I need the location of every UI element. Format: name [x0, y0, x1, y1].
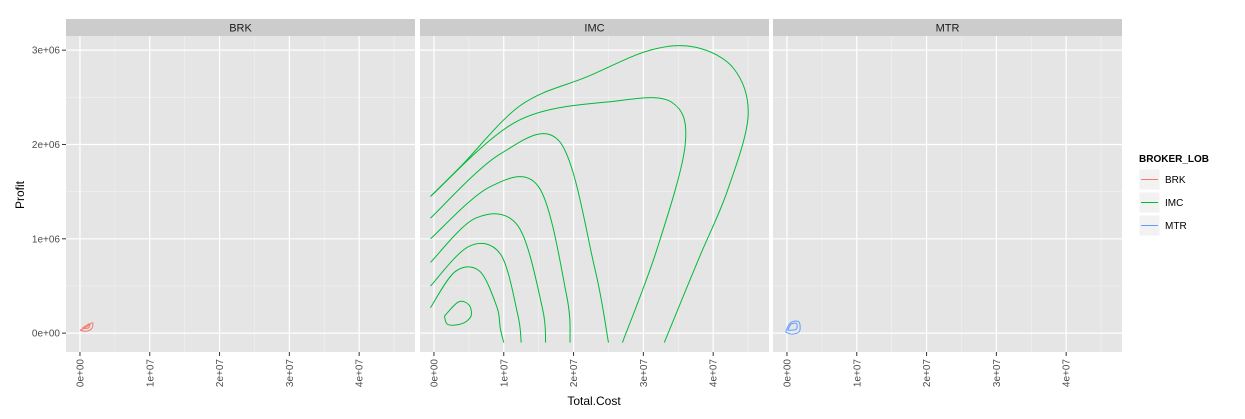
facet-panels: BRK 0e+00 1e+07 2e+07 3e+07 4e+07 IMC 0e+00 1e+0…	[32, 19, 1122, 387]
x-tick-label: 3e+07	[285, 359, 296, 388]
x-tick-label: 2e+07	[215, 359, 226, 388]
contour-group	[79, 322, 94, 332]
facet-panel-imc: IMC 0e+00 1e+07 2e+07 3e+07 4e+07	[420, 19, 769, 387]
x-tick-label: 1e+07	[852, 359, 863, 388]
contour-line-imc-7	[430, 97, 687, 343]
legend-entry-brk: BRK	[1138, 168, 1186, 191]
y-axis-title: Profit	[13, 180, 27, 209]
legend-entry-mtr: MTR	[1138, 214, 1187, 237]
facet-strip-label: IMC	[584, 23, 604, 35]
x-tick-label: 0e+00	[75, 359, 86, 388]
contour-line-imc-4	[430, 213, 547, 343]
panel-background	[773, 36, 1122, 352]
legend: BROKER_LOB BRK IMC MTR	[1138, 154, 1209, 237]
facet-panel-mtr: MTR 0e+00 1e+07 2e+07 3e+07 4e+07	[773, 19, 1122, 387]
contour-group	[430, 45, 749, 343]
facet-strip	[66, 19, 415, 36]
contour-line-imc-8	[430, 45, 749, 343]
y-tick-label: 3e+06	[32, 46, 61, 57]
contour-group	[785, 320, 801, 335]
x-tick-label: 4e+07	[355, 359, 366, 388]
x-tick-label: 1e+07	[499, 359, 510, 388]
x-tick-label: 0e+00	[429, 359, 440, 388]
facet-panel-brk: BRK 0e+00 1e+07 2e+07 3e+07 4e+07	[66, 19, 415, 387]
x-tick-label: 2e+07	[569, 359, 580, 388]
contour-line-mtr-1	[785, 320, 801, 335]
y-tick-label: 2e+06	[32, 140, 61, 151]
panel-background	[420, 36, 769, 352]
x-tick-label: 1e+07	[145, 359, 156, 388]
contour-line-brk-1	[79, 322, 94, 332]
contour-line-brk-2	[81, 323, 91, 329]
legend-label: IMC	[1165, 198, 1183, 209]
panel-background	[66, 36, 415, 352]
legend-label: MTR	[1165, 221, 1187, 232]
facet-strip	[420, 19, 769, 36]
x-tick-label: 0e+00	[782, 359, 793, 388]
facet-strip	[773, 19, 1122, 36]
x-tick-label: 4e+07	[1062, 359, 1073, 388]
facet-strip-label: BRK	[229, 23, 252, 35]
y-tick-label: 1e+06	[32, 234, 61, 245]
x-tick-label: 3e+07	[992, 359, 1003, 388]
legend-entry-imc: IMC	[1138, 191, 1183, 214]
contour-line-imc-6	[430, 133, 609, 343]
x-axis-title: Total.Cost	[567, 394, 621, 408]
legend-label: BRK	[1165, 175, 1186, 186]
x-tick-label: 4e+07	[709, 359, 720, 388]
contour-line-imc-2	[430, 266, 505, 343]
x-tick-label: 2e+07	[922, 359, 933, 388]
contour-line-imc-3	[430, 242, 522, 343]
y-tick-label: 0e+00	[32, 329, 61, 340]
facet-strip-label: MTR	[936, 23, 960, 35]
contour-line-mtr-2	[787, 322, 798, 331]
contour-line-imc-1	[443, 300, 472, 326]
x-tick-label: 3e+07	[639, 359, 650, 388]
contour-line-imc-5	[430, 176, 571, 343]
y-axis: 0e+00 1e+06 2e+06 3e+06	[32, 46, 66, 340]
legend-title: BROKER_LOB	[1139, 154, 1209, 165]
